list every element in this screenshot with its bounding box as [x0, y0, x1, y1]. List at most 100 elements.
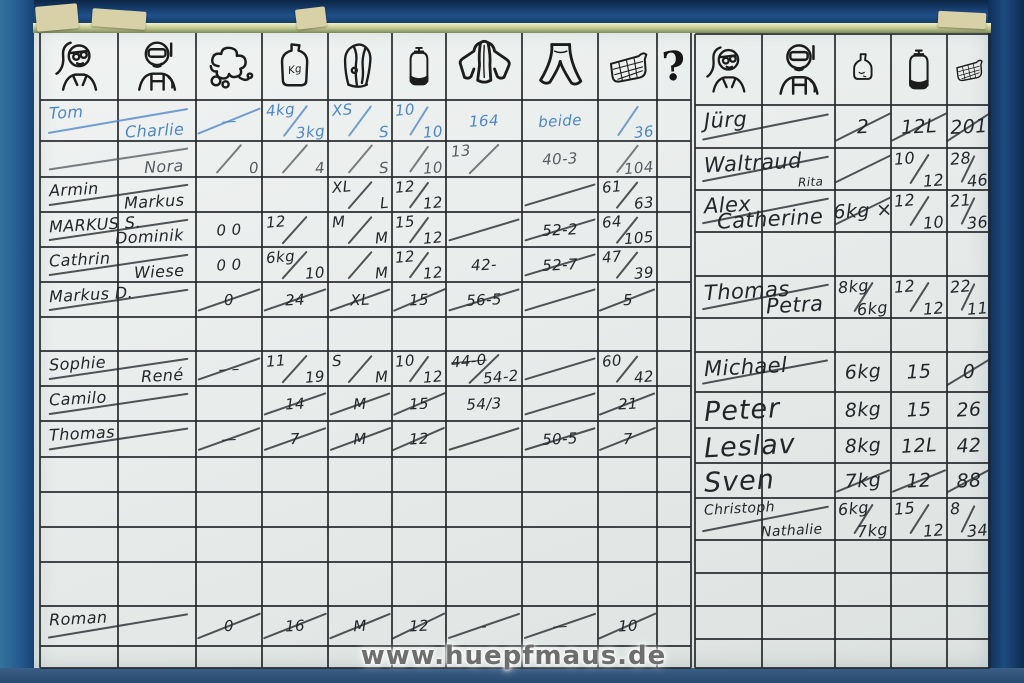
- bcd-vest-icon: [330, 34, 390, 98]
- row-name: Michael: [695, 352, 835, 392]
- grid-line: [40, 645, 691, 647]
- wetsuit-pants-icon: [524, 34, 596, 98]
- wall-frame-right: [988, 0, 1024, 683]
- table-cell: 15: [891, 392, 947, 428]
- grid-line: [695, 275, 990, 277]
- tape-strip: [294, 6, 328, 30]
- handwriting-text: 6kg: [856, 297, 889, 319]
- handwriting-text: Leslav: [703, 428, 797, 465]
- grid-line: [695, 351, 990, 353]
- handwriting-text: 26: [955, 398, 982, 422]
- tape-strip: [34, 3, 80, 32]
- row-name: Waltraud Rita: [695, 148, 835, 190]
- table-cell: 0: [945, 352, 992, 392]
- handwriting-text: 7kg: [856, 519, 889, 541]
- handwriting-text: 12: [893, 275, 917, 297]
- grid-line: [695, 539, 990, 541]
- handwriting-text: 8kg: [844, 433, 882, 458]
- grid-line: [40, 350, 691, 352]
- tape-strip: [937, 10, 987, 30]
- grid-line: [40, 211, 691, 213]
- table-cell: 7kg: [835, 463, 891, 498]
- table-cell: 15: [891, 352, 947, 392]
- grid-line: [40, 561, 691, 563]
- grid-line: [40, 99, 691, 101]
- grid-line: [40, 420, 691, 422]
- handwriting-text: 12: [922, 297, 945, 319]
- handwriting-text: 11: [965, 297, 989, 319]
- tank-icon: [394, 34, 444, 98]
- tape-strip: [91, 8, 147, 30]
- handwriting-text: 15: [905, 360, 933, 384]
- small-bottle-icon: [837, 36, 889, 103]
- table-cell: 12: [891, 463, 947, 498]
- board-top-rail: [33, 23, 991, 33]
- grid-line: [40, 491, 691, 493]
- handwriting-text: 15: [905, 398, 933, 422]
- table-cell: 6kg 7kg: [835, 498, 891, 541]
- grid-line: [40, 456, 691, 458]
- table-cell: 28 46: [947, 148, 990, 191]
- basket-icon: [600, 34, 655, 98]
- handwriting-text: Christoph: [703, 499, 776, 519]
- grid-line: [695, 605, 990, 607]
- grid-line: [40, 667, 691, 669]
- handwriting-text: 8: [948, 498, 961, 519]
- male-diver-icon: [120, 34, 194, 98]
- grid-line: [695, 572, 990, 574]
- grid-line: [695, 317, 990, 319]
- table-cell: [834, 148, 892, 190]
- grid-line: [989, 34, 991, 668]
- handwriting-text: 12: [922, 169, 945, 191]
- row-name: Sven: [695, 463, 835, 499]
- table-cell: 88: [946, 463, 991, 498]
- grid-line: [40, 176, 691, 178]
- grid-line: [695, 667, 990, 669]
- table-cell: 8kg: [835, 392, 891, 428]
- handwriting-text: 34: [965, 519, 989, 541]
- handwriting-text: Jürg: [703, 106, 748, 134]
- table-cell: 8 34: [947, 498, 990, 540]
- row-name: Jürg: [695, 105, 835, 148]
- grid-line: [695, 462, 990, 464]
- table-cell: 12 12: [891, 275, 947, 319]
- row-name: Christoph Nathalie: [695, 498, 835, 541]
- table-cell: 6kg: [835, 352, 891, 392]
- grid-line: [695, 427, 990, 429]
- handwriting-text: 42: [955, 433, 982, 458]
- handwriting-text: 12: [893, 189, 917, 211]
- table-cell: 10 12: [891, 147, 947, 191]
- table-cell: 42: [947, 428, 990, 463]
- table-cell: 15 12: [891, 497, 947, 541]
- row-name: Thomas Petra: [695, 276, 835, 318]
- row-name: Leslav: [695, 428, 835, 465]
- wall-frame-left: [0, 0, 34, 683]
- handwriting-text: 10: [893, 147, 917, 169]
- handwriting-text: 36: [965, 211, 989, 233]
- grid-line: [695, 391, 990, 393]
- grid-line: [695, 104, 990, 106]
- wall-frame-bottom: [0, 668, 1024, 683]
- grid-line: [695, 33, 990, 35]
- table-cell: 22 11: [947, 276, 990, 319]
- grid-line: [695, 189, 990, 191]
- handwriting-text: 10: [922, 211, 945, 233]
- handwriting-text: 12: [922, 519, 945, 541]
- grid-line: [40, 385, 691, 387]
- table-cell: 12L: [891, 428, 947, 463]
- row-name: Alex Catherine: [695, 190, 835, 234]
- handwriting-text: 6kg: [844, 360, 882, 384]
- handwriting-text: Sven: [703, 464, 776, 499]
- male-diver-icon: [764, 36, 833, 103]
- handwriting-text: Rita: [797, 174, 824, 190]
- handwriting-text: Peter: [703, 393, 781, 428]
- weight-bottle-icon: Kg: [264, 34, 326, 98]
- table-cell: 12 10: [891, 189, 947, 233]
- female-diver-icon: [42, 34, 116, 98]
- tank-icon: [893, 36, 945, 103]
- handwriting-text: 15: [893, 497, 917, 519]
- table-cell: 6kg ×: [833, 190, 893, 232]
- grid-line: [695, 231, 990, 233]
